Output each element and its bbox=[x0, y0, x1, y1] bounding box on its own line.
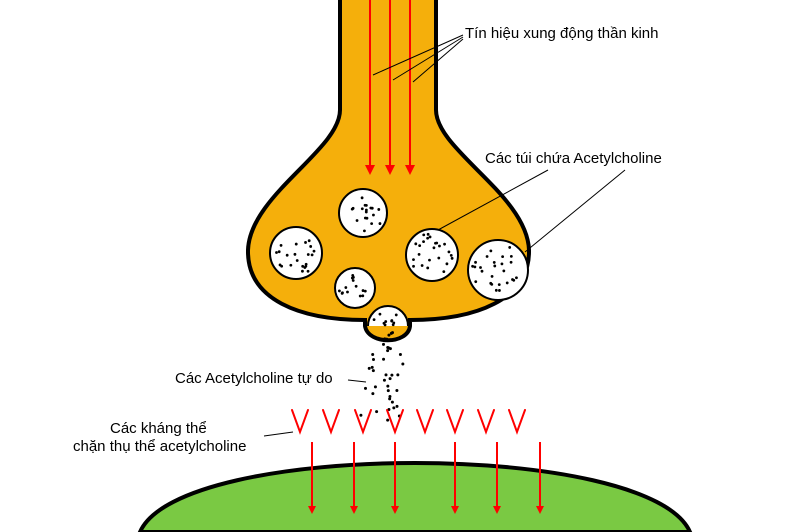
receptor-icon bbox=[478, 410, 494, 432]
vesicle bbox=[339, 189, 387, 237]
muscle-membrane bbox=[140, 463, 690, 532]
leader-line bbox=[525, 170, 625, 252]
leader-line bbox=[264, 432, 293, 436]
receptor-icon bbox=[323, 410, 339, 432]
free-acetylcholine bbox=[359, 331, 404, 422]
label-free-ach: Các Acetylcholine tự do bbox=[175, 370, 333, 387]
leader-line bbox=[348, 380, 366, 382]
receptor-icon bbox=[509, 410, 525, 432]
receptor-icon bbox=[292, 410, 308, 432]
receptor-icon bbox=[355, 410, 371, 432]
receptor-icon bbox=[417, 410, 433, 432]
receptor-icon bbox=[387, 410, 403, 432]
vesicle bbox=[406, 229, 458, 281]
label-antibodies-line2: chặn thụ thể acetylcholine bbox=[73, 438, 246, 455]
diagram-canvas: Tín hiệu xung động thần kinh Các túi chứ… bbox=[0, 0, 800, 532]
label-antibodies-line1: Các kháng thể bbox=[110, 420, 207, 437]
vesicle bbox=[335, 268, 375, 308]
label-impulse: Tín hiệu xung động thần kinh bbox=[465, 25, 658, 42]
label-vesicles: Các túi chứa Acetylcholine bbox=[485, 150, 662, 167]
vesicle bbox=[468, 240, 528, 300]
receptor-icon bbox=[447, 410, 463, 432]
vesicle bbox=[270, 227, 322, 279]
